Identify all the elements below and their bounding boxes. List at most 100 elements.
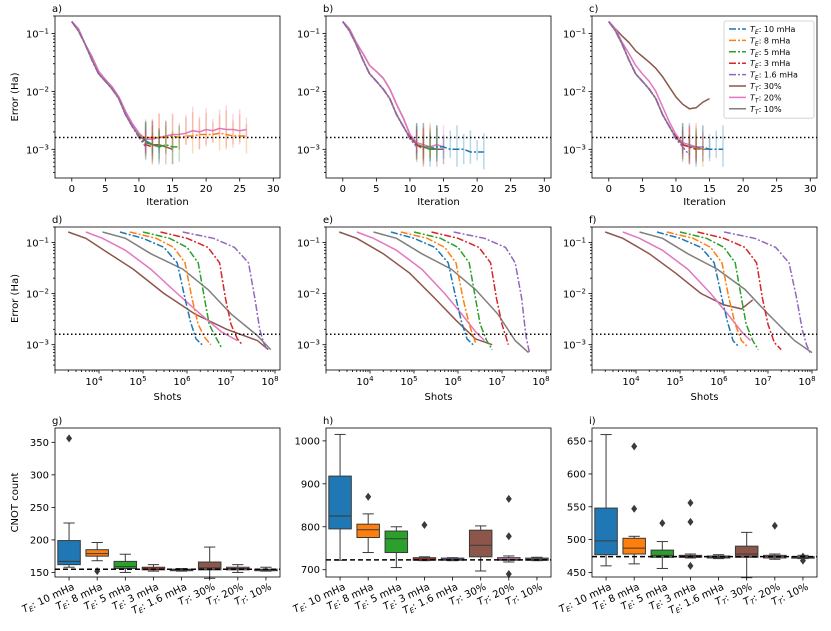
panel-e: 10−3 10−2 10−1 104 105 106 107 108 Shots e) (297, 215, 552, 403)
x-tick-label: 0 (606, 184, 612, 195)
box-iqr (734, 545, 759, 558)
y-tick-label: 10−2 (563, 85, 586, 98)
box-2 (650, 519, 675, 569)
x-tick-label: 10 (133, 184, 146, 195)
outlier-marker (799, 556, 806, 565)
plot-frame (325, 15, 552, 179)
x-tick-label: 20 (471, 184, 484, 195)
series-line-4 (453, 231, 531, 353)
y-axis-label: Error (Ha) (10, 274, 21, 323)
box-iqr (57, 540, 81, 566)
series-line-1 (129, 231, 212, 346)
legend-item: TE: 1.6 mHa (729, 71, 798, 82)
x-tick-label: 108 (798, 375, 815, 388)
box-6 (763, 521, 787, 560)
legend-item: TE: 10 mHa (729, 25, 795, 36)
box-3 (141, 564, 166, 572)
outlier-marker (421, 521, 428, 530)
box-5 (197, 546, 222, 579)
x-tick-label: 104 (85, 375, 103, 388)
x-tick-label: 106 (173, 375, 191, 388)
x-tick-label: 30 (804, 184, 817, 195)
series-line-6 (356, 231, 486, 342)
panel-a: 10−3 10−2 10−1 0 5 10 15 20 25 30 Iteration Error (… (10, 4, 281, 208)
panel-letter: a) (52, 4, 62, 15)
outlier-marker (659, 519, 666, 528)
box-5 (468, 525, 493, 572)
box-2 (113, 553, 138, 573)
y-tick-label: 550 (567, 502, 586, 513)
y-tick-label: 700 (301, 565, 320, 576)
x-tick-label: 25 (504, 184, 517, 195)
panel-letter: c) (589, 4, 598, 15)
series-line-5 (71, 21, 173, 151)
legend-item: TE: 5 mHa (729, 48, 790, 59)
y-tick-label: 200 (30, 535, 49, 546)
outlier-marker (94, 567, 101, 576)
box-4 (169, 568, 194, 572)
box-2 (384, 526, 409, 569)
y-tick-label: 10−1 (563, 236, 586, 249)
series-line-2 (679, 231, 759, 350)
x-axis-label: Shots (425, 392, 453, 403)
legend-label: TE: 5 mHa (750, 48, 790, 59)
plot-frame (591, 427, 818, 578)
x-tick-label: 108 (261, 375, 278, 388)
y-tick-label: 10−3 (297, 143, 320, 156)
outlier-marker (687, 561, 694, 570)
box-6 (226, 564, 250, 573)
series-line-7 (608, 21, 710, 151)
x-axis-label: Iteration (417, 197, 459, 208)
y-tick-label: 650 (567, 437, 586, 448)
panel-d: 10−3 10−2 10−1 104 105 106 107 108 Shots Error (H… (10, 215, 281, 403)
y-axis-label: Error (Ha) (10, 72, 21, 121)
x-axis-label: Shots (691, 392, 719, 403)
x-tick-label: 106 (444, 375, 462, 388)
series-line-1 (400, 231, 477, 343)
x-tick-label: 107 (754, 375, 771, 388)
box-0 (328, 433, 352, 561)
y-tick-label: 10−1 (297, 236, 320, 249)
legend-label: TT: 30% (750, 82, 782, 93)
y-tick-label: 10−1 (26, 27, 49, 40)
box-iqr (356, 523, 380, 538)
series-line-4 (182, 231, 268, 350)
x-axis-label: Iteration (683, 197, 725, 208)
y-tick-label: 10−3 (563, 339, 586, 352)
x-tick-label: 107 (488, 375, 505, 388)
series-line-4 (723, 231, 811, 353)
series-line-7 (102, 231, 272, 351)
x-tick-label: 30 (267, 184, 280, 195)
y-tick-label: 10−2 (26, 85, 49, 98)
legend-box (723, 20, 815, 119)
legend-item: TE: 8 mHa (729, 36, 790, 47)
x-tick-label: 30 (538, 184, 551, 195)
series-line-1 (666, 231, 749, 348)
legend-item: TT: 10% (729, 105, 782, 116)
series-line-3 (431, 231, 510, 345)
y-tick-label: 10−1 (563, 27, 586, 40)
legend-item: TE: 3 mHa (729, 59, 790, 70)
panel-f: 10−3 10−2 10−1 104 105 106 107 108 Shots f) (563, 215, 818, 403)
series-line-5 (342, 21, 444, 151)
series-group (604, 231, 813, 354)
x-tick-label: 20 (737, 184, 750, 195)
panel-letter: b) (323, 4, 333, 15)
box-iqr (328, 475, 352, 530)
series-line-0 (342, 21, 484, 153)
y-tick-label: 10−2 (297, 85, 320, 98)
x-tick-label: 104 (622, 375, 640, 388)
x-axis-label: Shots (154, 392, 182, 403)
x-tick-label: 5 (102, 184, 108, 195)
x-tick-label: 15 (703, 184, 716, 195)
y-tick-label: 300 (30, 470, 49, 481)
series-group (342, 21, 485, 170)
box-iqr (85, 549, 109, 557)
plot-frame (54, 226, 281, 371)
series-line-5 (338, 231, 493, 346)
panel-b: 10−3 10−2 10−1 0 5 10 15 20 25 30 Iteration b) (297, 4, 552, 208)
x-tick-label: 0 (340, 184, 346, 195)
series-line-0 (119, 231, 203, 346)
